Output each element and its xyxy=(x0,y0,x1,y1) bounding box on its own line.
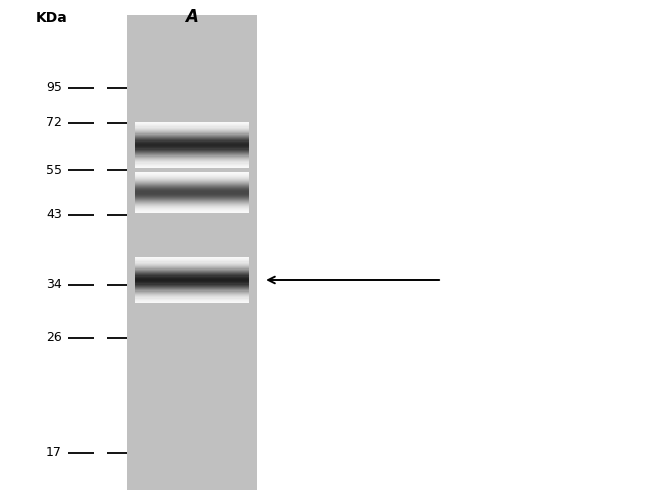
Bar xyxy=(135,290,249,292)
Bar xyxy=(135,156,249,158)
Bar xyxy=(135,158,249,159)
Bar xyxy=(135,128,249,129)
Text: KDa: KDa xyxy=(36,10,68,24)
Bar xyxy=(135,190,249,192)
Bar xyxy=(135,258,249,259)
Bar xyxy=(135,293,249,294)
Bar xyxy=(135,302,249,303)
Bar xyxy=(135,273,249,274)
Text: 55: 55 xyxy=(46,164,62,176)
Bar xyxy=(135,298,249,300)
Bar xyxy=(135,152,249,153)
Bar xyxy=(135,278,249,279)
Bar xyxy=(135,192,249,194)
Bar xyxy=(135,129,249,130)
Bar xyxy=(135,122,249,123)
Bar xyxy=(135,148,249,150)
Bar xyxy=(135,270,249,272)
Bar xyxy=(135,288,249,290)
Bar xyxy=(135,137,249,138)
Bar xyxy=(135,300,249,301)
Bar xyxy=(135,204,249,206)
Bar xyxy=(135,136,249,137)
Text: 34: 34 xyxy=(46,278,62,291)
Bar xyxy=(135,202,249,203)
Bar xyxy=(135,161,249,162)
Bar xyxy=(135,124,249,126)
Bar xyxy=(135,123,249,124)
Bar xyxy=(135,281,249,282)
Bar xyxy=(135,178,249,180)
Bar xyxy=(135,301,249,302)
Bar xyxy=(135,162,249,164)
Bar xyxy=(135,134,249,136)
Bar xyxy=(135,188,249,190)
Bar xyxy=(135,265,249,266)
Bar xyxy=(135,294,249,295)
Text: 17: 17 xyxy=(46,446,62,459)
Bar xyxy=(135,184,249,186)
Text: 43: 43 xyxy=(46,208,62,222)
Bar xyxy=(135,160,249,161)
Bar xyxy=(135,274,249,276)
Bar xyxy=(135,262,249,264)
Text: 26: 26 xyxy=(46,331,62,344)
Bar xyxy=(135,257,249,258)
Bar xyxy=(135,159,249,160)
Bar xyxy=(135,180,249,182)
Bar xyxy=(135,144,249,145)
Bar xyxy=(135,279,249,280)
Bar xyxy=(135,210,249,212)
Bar xyxy=(135,174,249,176)
Bar xyxy=(135,295,249,296)
Bar xyxy=(135,153,249,154)
Bar xyxy=(135,132,249,134)
Bar xyxy=(135,200,249,202)
Bar xyxy=(135,276,249,278)
Bar xyxy=(135,206,249,208)
Bar xyxy=(127,15,257,490)
Bar xyxy=(135,280,249,281)
Bar xyxy=(135,154,249,156)
Bar xyxy=(135,131,249,132)
Bar xyxy=(135,196,249,198)
Bar xyxy=(135,272,249,273)
Bar xyxy=(135,260,249,262)
Bar xyxy=(135,145,249,146)
Bar xyxy=(135,167,249,168)
Bar xyxy=(135,182,249,184)
Bar xyxy=(135,172,249,174)
Bar xyxy=(135,284,249,286)
Bar xyxy=(135,286,249,287)
Bar xyxy=(135,266,249,267)
Text: 72: 72 xyxy=(46,116,62,129)
Bar xyxy=(135,292,249,293)
Bar xyxy=(135,176,249,178)
Bar xyxy=(135,139,249,140)
Bar xyxy=(135,264,249,265)
Bar xyxy=(135,138,249,139)
Bar xyxy=(135,208,249,210)
Bar xyxy=(135,198,249,200)
Text: A: A xyxy=(185,8,198,26)
Bar xyxy=(135,259,249,260)
Bar xyxy=(135,140,249,141)
Bar xyxy=(135,151,249,152)
Bar xyxy=(135,296,249,298)
Bar xyxy=(135,130,249,131)
Bar xyxy=(135,126,249,128)
Bar xyxy=(135,164,249,166)
Bar xyxy=(135,282,249,284)
Bar xyxy=(135,267,249,268)
Bar xyxy=(135,142,249,144)
Bar xyxy=(135,150,249,151)
Bar xyxy=(135,166,249,167)
Text: 95: 95 xyxy=(46,81,62,94)
Bar xyxy=(135,268,249,270)
Bar xyxy=(135,146,249,148)
Bar xyxy=(135,287,249,288)
Bar xyxy=(135,186,249,188)
Bar xyxy=(135,194,249,196)
